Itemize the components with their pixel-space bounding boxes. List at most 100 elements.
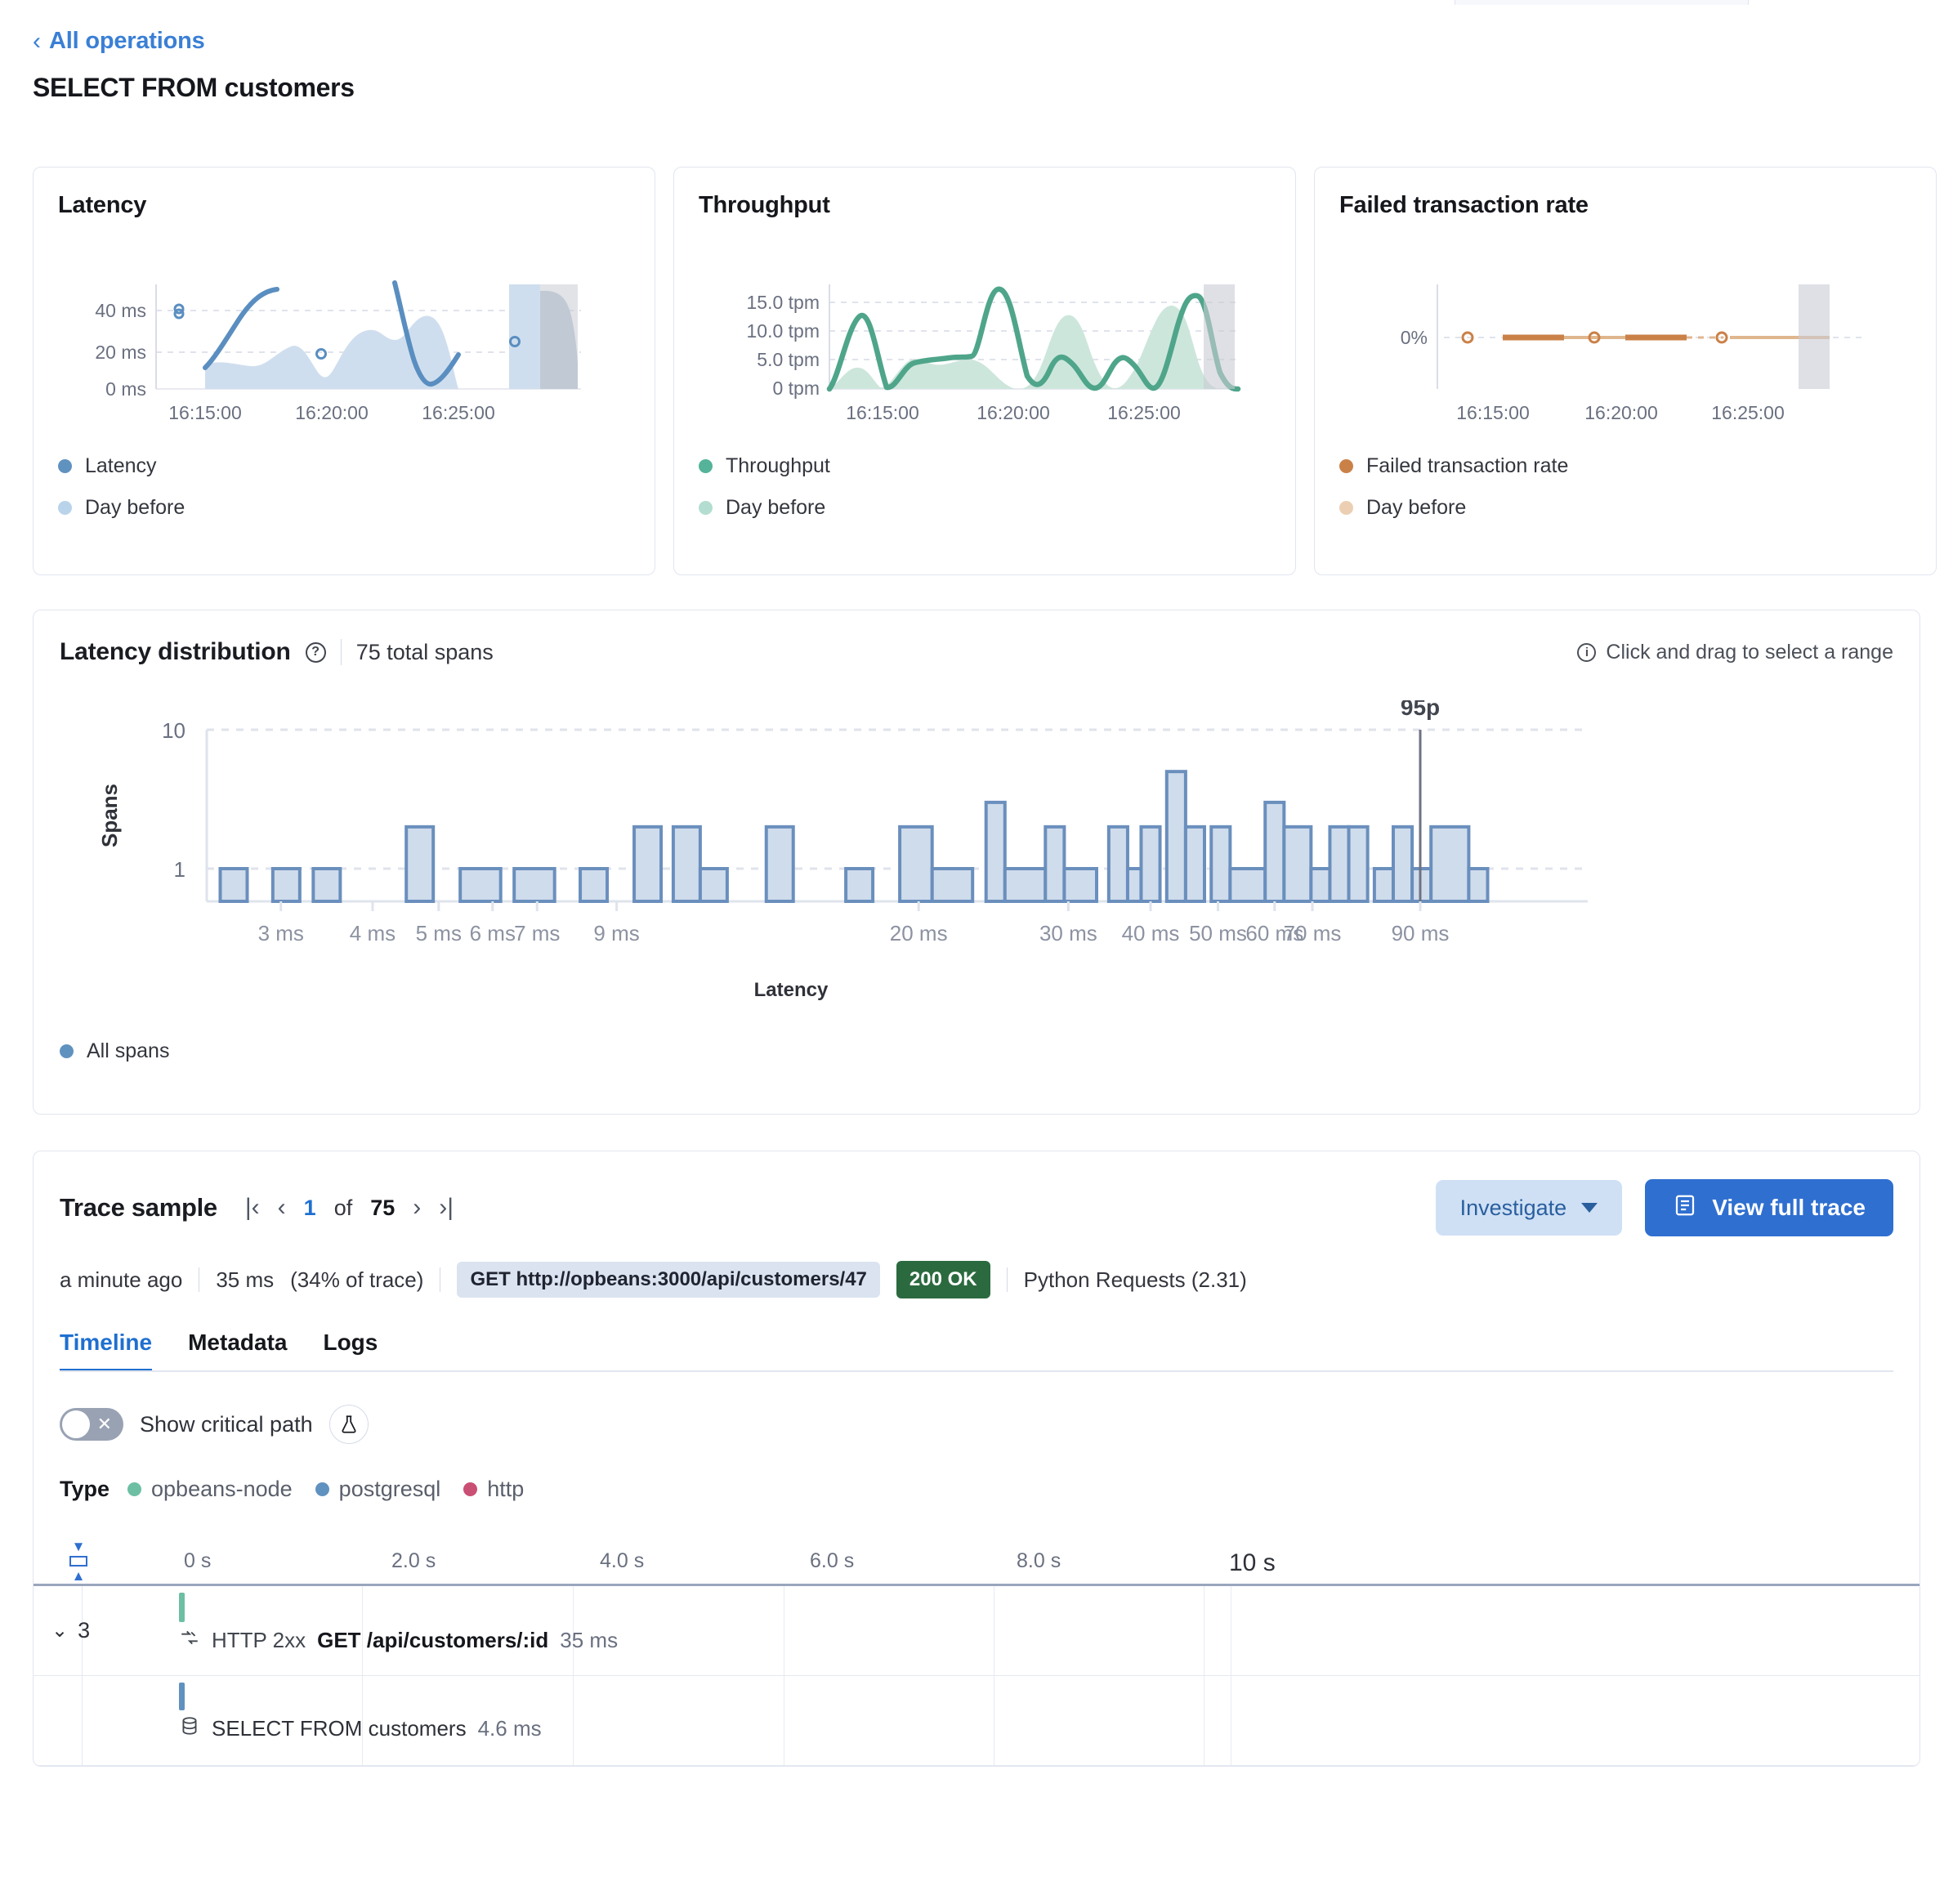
throughput-card: Throughput 15.0 tpm 10.0 tpm 5.0 tpm — [673, 167, 1296, 575]
breadcrumb[interactable]: ‹ All operations — [33, 28, 1920, 55]
timeline-span-label: SELECT FROM customers 4.6 ms — [179, 1715, 542, 1742]
collapse-all-icon[interactable]: ▼ ▲ — [60, 1540, 97, 1583]
trace-url-badge[interactable]: GET http://opbeans:3000/api/customers/47 — [457, 1262, 880, 1298]
status-badge: 200 OK — [896, 1261, 990, 1298]
legend-item[interactable]: Throughput — [699, 454, 1271, 478]
timeline-tick: 8.0 s — [1017, 1549, 1061, 1572]
svg-text:0%: 0% — [1401, 327, 1428, 348]
trace-pager: |‹ ‹ 1 of 75 › ›| — [245, 1194, 454, 1222]
svg-text:16:20:00: 16:20:00 — [976, 402, 1050, 423]
info-icon: i — [1577, 642, 1597, 662]
first-page-icon[interactable]: |‹ — [244, 1194, 260, 1221]
latency-legend: Latency Day before — [58, 454, 630, 520]
legend-label: Day before — [1366, 496, 1467, 519]
breadcrumb-all-operations-link[interactable]: All operations — [49, 28, 205, 54]
legend-item[interactable]: Latency — [58, 454, 630, 478]
legend-dot-icon — [463, 1482, 478, 1496]
legend-dot-icon — [58, 501, 72, 515]
top-strip — [33, 0, 1920, 8]
svg-text:20 ms: 20 ms — [890, 921, 948, 945]
legend-item[interactable]: Day before — [699, 496, 1271, 520]
last-page-icon[interactable]: ›| — [439, 1194, 454, 1221]
svg-text:6 ms: 6 ms — [470, 921, 516, 945]
legend-dot-icon — [315, 1482, 329, 1496]
timeline-ticks: 0 s 2.0 s 4.0 s 6.0 s 8.0 s 10 s — [97, 1544, 1893, 1577]
legend-label: Throughput — [726, 454, 830, 477]
latency-distribution-panel: Latency distribution ? 75 total spans i … — [33, 610, 1920, 1115]
trace-duration: 35 ms — [216, 1267, 275, 1292]
timeline-tick: 10 s — [1229, 1549, 1276, 1576]
trace-agent: Python Requests (2.31) — [1023, 1267, 1247, 1292]
view-full-trace-button[interactable]: View full trace — [1645, 1179, 1893, 1236]
type-legend-item[interactable]: postgresql — [315, 1477, 441, 1502]
svg-text:90 ms: 90 ms — [1392, 921, 1450, 945]
investigate-button[interactable]: Investigate — [1435, 1180, 1623, 1236]
tab-timeline[interactable]: Timeline — [60, 1330, 152, 1372]
next-page-icon[interactable]: › — [413, 1194, 422, 1221]
latency-histogram[interactable]: 10 1 Spans 3 ms 4 ms 5 ms 6 ms 7 ms 9 ms 20 ms 30 … — [60, 695, 1893, 974]
legend-dot-icon — [58, 459, 72, 473]
timeline-row-track[interactable]: HTTP 2xx GET /api/customers/:id 35 ms — [83, 1586, 1919, 1675]
question-mark-icon[interactable]: ? — [305, 641, 326, 663]
timeline-row-gutter[interactable] — [34, 1676, 83, 1765]
legend-label: Failed transaction rate — [1366, 454, 1569, 477]
app-page: ‹ All operations SELECT FROM customers L… — [33, 0, 1937, 1767]
failed-transaction-rate-chart[interactable]: 0% 16:15:00 16:20:00 16:25:00 — [1339, 268, 1911, 423]
metric-cards-row: Latency — [33, 167, 1937, 575]
legend-label: All spans — [87, 1039, 170, 1062]
type-legend-item[interactable]: opbeans-node — [127, 1477, 293, 1502]
timeline-rows: ⌄ 3 — [34, 1584, 1919, 1766]
legend-dot-icon — [1339, 459, 1353, 473]
timeline-row[interactable]: ⌄ 3 — [34, 1586, 1919, 1676]
span-duration: 35 ms — [560, 1628, 619, 1652]
timeline-row[interactable]: SELECT FROM customers 4.6 ms — [34, 1676, 1919, 1766]
type-legend-item-label: http — [487, 1477, 525, 1501]
svg-text:16:25:00: 16:25:00 — [422, 402, 495, 423]
legend-dot-icon — [699, 459, 713, 473]
span-name: SELECT FROM customers — [212, 1716, 467, 1741]
throughput-legend: Throughput Day before — [699, 454, 1271, 520]
svg-text:16:15:00: 16:15:00 — [846, 402, 919, 423]
trace-tabs: Timeline Metadata Logs — [60, 1330, 1893, 1372]
svg-text:0 tpm: 0 tpm — [772, 378, 820, 399]
legend-item[interactable]: Failed transaction rate — [1339, 454, 1911, 478]
svg-text:20 ms: 20 ms — [95, 342, 146, 363]
trace-sample-panel: Trace sample |‹ ‹ 1 of 75 › ›| Investiga… — [33, 1151, 1920, 1767]
prev-page-icon[interactable]: ‹ — [277, 1194, 286, 1221]
trace-percent-of-trace: (34% of trace) — [290, 1267, 424, 1292]
svg-text:1: 1 — [174, 857, 185, 882]
svg-text:10: 10 — [162, 718, 185, 743]
latency-chart[interactable]: 40 ms 20 ms 0 ms 16:15:00 16:20:00 16:25… — [58, 268, 630, 423]
tab-metadata[interactable]: Metadata — [188, 1330, 288, 1355]
show-critical-path-label: Show critical path — [140, 1411, 313, 1437]
legend-label: Day before — [85, 496, 185, 519]
top-strip-stub — [1455, 0, 1749, 5]
trace-sample-header: Trace sample |‹ ‹ 1 of 75 › ›| Investiga… — [60, 1179, 1893, 1236]
legend-label: Day before — [726, 496, 826, 519]
timeline-tick: 0 s — [184, 1549, 212, 1572]
throughput-chart[interactable]: 15.0 tpm 10.0 tpm 5.0 tpm 0 tpm 16:15:00… — [699, 268, 1271, 423]
svg-text:16:20:00: 16:20:00 — [1584, 402, 1658, 423]
legend-item[interactable]: All spans — [60, 1039, 1893, 1063]
latency-distribution-title: Latency distribution — [60, 638, 291, 665]
svg-text:40 ms: 40 ms — [1122, 921, 1180, 945]
type-legend-item-label: postgresql — [338, 1477, 441, 1501]
legend-item[interactable]: Day before — [58, 496, 630, 520]
timeline-row-track[interactable]: SELECT FROM customers 4.6 ms — [83, 1676, 1919, 1765]
svg-text:9 ms: 9 ms — [593, 921, 639, 945]
timeline-gridline — [573, 1586, 574, 1675]
total-spans-count: 75 total spans — [355, 639, 494, 664]
show-critical-path-toggle[interactable]: ✕ — [60, 1408, 123, 1441]
svg-text:15.0 tpm: 15.0 tpm — [747, 292, 820, 313]
timeline-row-gutter[interactable]: ⌄ 3 — [34, 1586, 90, 1675]
trace-timestamp: a minute ago — [60, 1267, 183, 1292]
chevron-down-icon[interactable]: ⌄ — [51, 1620, 69, 1642]
flask-icon[interactable] — [328, 1405, 369, 1444]
tab-logs[interactable]: Logs — [323, 1330, 378, 1355]
legend-item[interactable]: Day before — [1339, 496, 1911, 520]
range-select-hint-label: Click and drag to select a range — [1606, 640, 1893, 664]
svg-text:60 ms: 60 ms — [1245, 921, 1303, 945]
timeline-gridline — [573, 1676, 574, 1765]
failed-transaction-rate-card: Failed transaction rate 0% 16:15 — [1314, 167, 1937, 575]
type-legend-item[interactable]: http — [463, 1477, 524, 1502]
